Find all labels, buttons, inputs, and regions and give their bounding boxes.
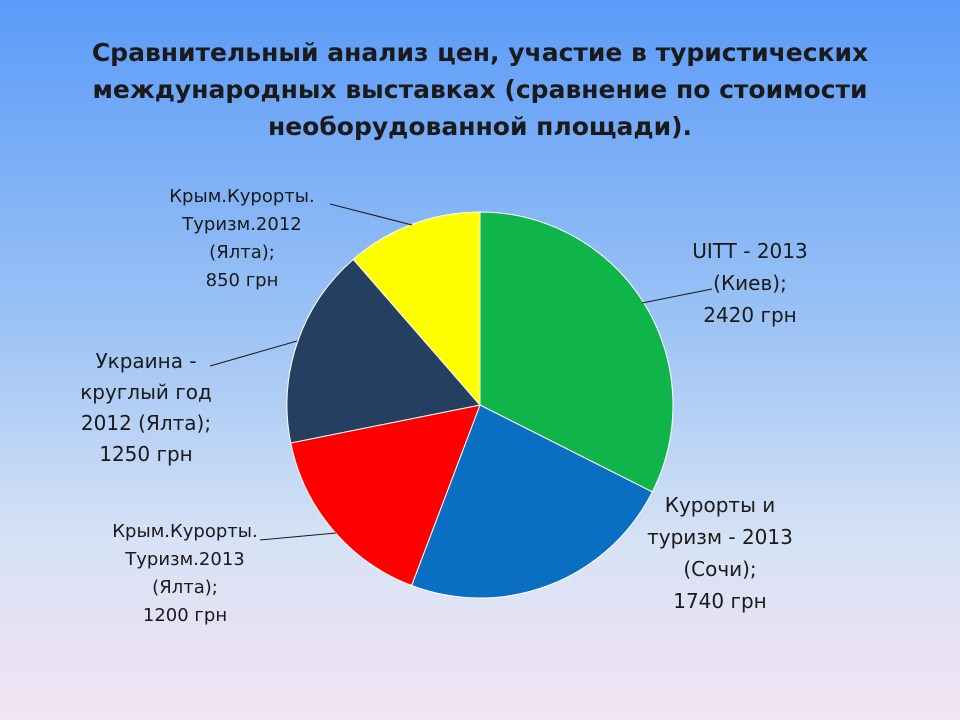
leader-line-5: [329, 203, 413, 226]
chart-title-line-1: Сравнительный анализ цен, участие в тури…: [91, 38, 869, 67]
slice-label-4: Украина - круглый год 2012 (Ялта); 1250 грн: [80, 349, 212, 466]
slice-label-5-line-1: Крым.Курорты.: [169, 186, 314, 207]
pie-slice-5: [352, 211, 481, 407]
slice-label-3-line-1: Крым.Курорты.: [112, 521, 257, 542]
leader-lines: [209, 203, 713, 541]
slice-labels: UITT - 2013 (Киев); 2420 грн Курорты и туриз…: [80, 186, 808, 626]
slice-label-2-line-1: Курорты и: [665, 493, 775, 517]
slice-label-2-line-4: 1740 грн: [673, 589, 767, 613]
slice-label-1: UITT - 2013 (Киев); 2420 грн: [692, 239, 807, 327]
slice-label-3-line-3: (Ялта);: [152, 577, 218, 598]
slice-label-2-line-2: туризм - 2013: [647, 525, 793, 549]
slice-label-5-line-4: 850 грн: [206, 270, 279, 291]
chart-title-line-2: международных выставках (сравнение по ст…: [92, 75, 868, 104]
slice-label-5: Крым.Курорты. Туризм.2012 (Ялта); 850 грн: [169, 186, 314, 291]
slice-label-3-line-2: Туризм.2013: [124, 549, 244, 570]
slice-label-4-line-3: 2012 (Ялта);: [81, 411, 211, 435]
slice-label-4-line-2: круглый год: [80, 380, 212, 404]
slice-label-5-line-3: (Ялта);: [209, 242, 275, 263]
pie-slices: [286, 211, 674, 599]
slice-label-3: Крым.Курорты. Туризм.2013 (Ялта); 1200 грн: [112, 521, 257, 626]
slice-label-1-line-3: 2420 грн: [703, 303, 797, 327]
pie-slice-3: [290, 404, 481, 587]
slice-label-1-line-1: UITT - 2013: [692, 239, 807, 263]
slice-label-2-line-3: (Сочи);: [683, 557, 756, 581]
slice-label-4-line-4: 1250 грн: [99, 442, 193, 466]
slice-label-3-line-4: 1200 грн: [143, 605, 227, 626]
leader-line-4: [209, 340, 298, 367]
pie-slice-4: [286, 258, 481, 444]
leader-line-3: [259, 532, 337, 541]
leader-line-1: [641, 288, 713, 304]
slice-label-1-line-2: (Киев);: [713, 271, 787, 295]
slice-label-5-line-2: Туризм.2012: [181, 214, 301, 235]
slice-label-4-line-1: Украина -: [95, 349, 196, 373]
chart-title: Сравнительный анализ цен, участие в тури…: [80, 34, 880, 145]
chart-title-line-3: необорудованной площади).: [267, 112, 693, 141]
slice-label-2: Курорты и туризм - 2013 (Сочи); 1740 грн: [647, 493, 793, 613]
pie-slice-1: [479, 211, 674, 493]
pie-slice-2: [410, 404, 653, 599]
